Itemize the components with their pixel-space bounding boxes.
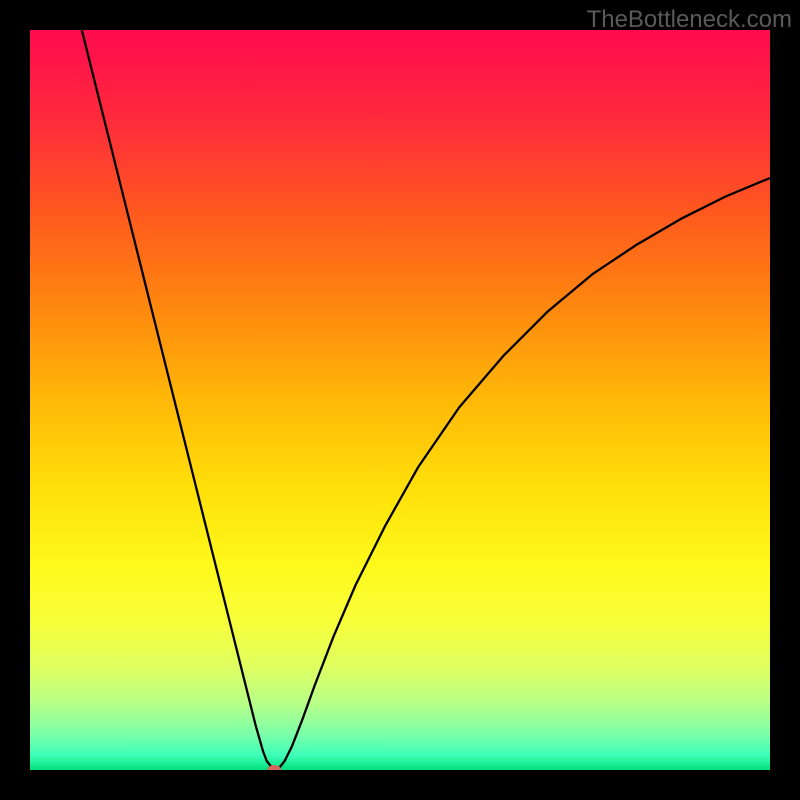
bottleneck-chart bbox=[0, 0, 800, 800]
chart-frame: TheBottleneck.com bbox=[0, 0, 800, 800]
plot-background bbox=[30, 30, 770, 770]
watermark-text: TheBottleneck.com bbox=[587, 6, 792, 34]
